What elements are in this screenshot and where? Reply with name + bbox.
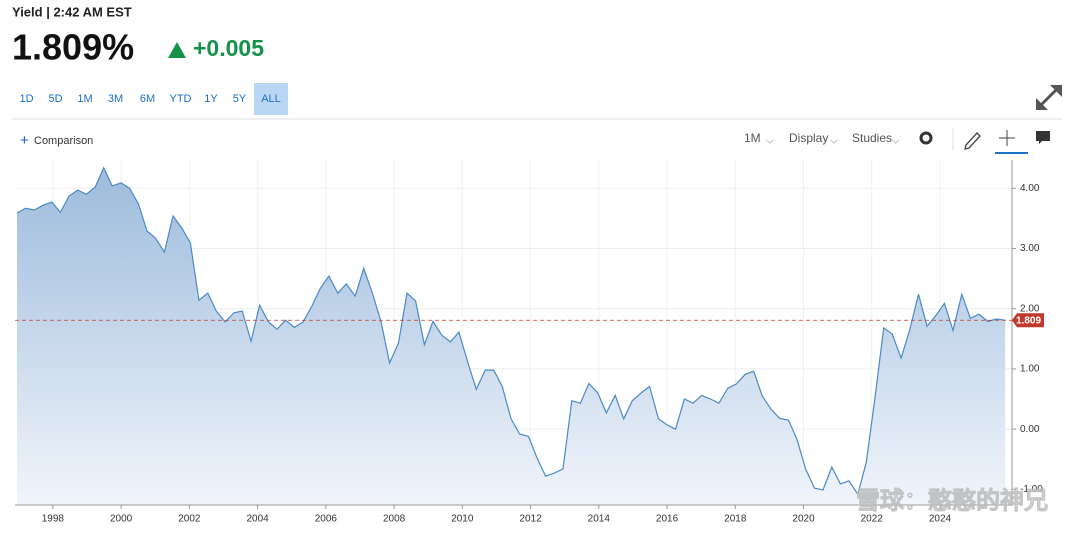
change: +0.005	[193, 35, 264, 61]
plus-icon[interactable]: +	[20, 132, 29, 149]
y-tick-label: 4.00	[1020, 183, 1040, 194]
comparison-button[interactable]: Comparison	[34, 135, 93, 147]
range-button[interactable]: 1D	[19, 93, 33, 105]
crosshair-icon[interactable]	[999, 130, 1015, 146]
x-tick-label: 2024	[929, 514, 952, 525]
x-tick-label: 1998	[42, 514, 65, 525]
display-button[interactable]: Display	[789, 131, 828, 145]
y-tick-label: 0.00	[1020, 424, 1040, 435]
x-tick-label: 2014	[588, 514, 611, 525]
range-button[interactable]: 1Y	[204, 93, 218, 105]
range-button[interactable]: 3M	[108, 93, 123, 105]
area-fill	[17, 167, 1006, 506]
x-tick-label: 2010	[451, 514, 474, 525]
active-range-bg	[254, 83, 288, 115]
chevron: ⌵	[892, 136, 900, 147]
y-tick-label: 2.00	[1020, 303, 1040, 314]
chevron: ⌵	[830, 136, 838, 147]
x-tick-label: 2018	[724, 514, 747, 525]
price: 1.809%	[12, 27, 134, 68]
x-tick-label: 2006	[315, 514, 338, 525]
last-value-badge	[1012, 313, 1044, 328]
range-button[interactable]: ALL	[261, 93, 281, 105]
header-title: Yield | 2:42 AM EST	[12, 4, 132, 19]
x-tick-label: 2022	[861, 514, 884, 525]
comment-icon[interactable]	[1036, 131, 1050, 144]
x-tick-label: 2020	[792, 514, 815, 525]
range-button[interactable]: 5Y	[233, 93, 247, 105]
x-tick-label: 2000	[110, 514, 133, 525]
y-tick-label: 1.00	[1020, 364, 1040, 375]
draw-icon[interactable]	[964, 132, 981, 150]
y-tick-label: -1.00	[1020, 484, 1043, 495]
range-button[interactable]: 1M	[77, 93, 92, 105]
expand-icon	[1036, 85, 1062, 110]
x-tick-label: 2008	[383, 514, 406, 525]
range-button[interactable]: 6M	[140, 93, 155, 105]
settings-icon[interactable]	[919, 131, 933, 145]
studies-button[interactable]: Studies	[852, 131, 892, 145]
x-tick-label: 2004	[246, 514, 269, 525]
line	[16, 166, 1006, 496]
y-tick-label: 3.00	[1020, 243, 1040, 254]
x-tick-label: 2012	[519, 514, 542, 525]
x-tick-label: 2016	[656, 514, 679, 525]
plot-area: -1.00 0.00 1.00 2.00 3.00 4.00 1998 2000 2002 200…	[15, 160, 1044, 525]
interval-button[interactable]: 1M	[744, 131, 761, 145]
chevron: ⌵	[766, 136, 774, 147]
range-buttons: 1D 5D 1M 3M 6M YTD 1Y 5Y ALL	[19, 83, 288, 115]
x-tick-label: 2002	[178, 514, 201, 525]
last-value-label: 1.809	[1016, 315, 1041, 326]
range-button[interactable]: YTD	[170, 93, 192, 105]
watermark: 雪球：憨憨的神兄	[856, 486, 1048, 514]
up-arrow	[168, 42, 186, 58]
range-button[interactable]: 5D	[48, 93, 62, 105]
